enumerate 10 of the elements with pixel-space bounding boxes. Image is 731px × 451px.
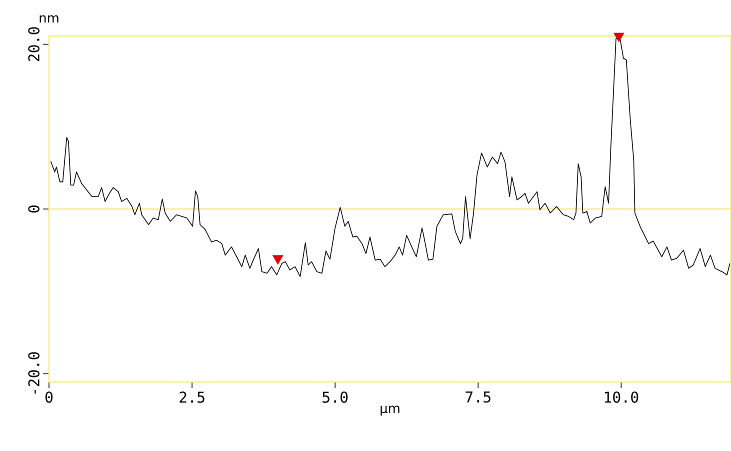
x-tick-label: 2.5 [180, 392, 204, 403]
x-tick-label: 0 [45, 392, 53, 403]
x-tick-label: 7.5 [466, 392, 490, 403]
x-tick-label: 10.0 [604, 392, 638, 403]
y-tick-label: -20.0 [28, 352, 40, 394]
x-axis-title: µm [380, 406, 400, 416]
y-tick-label: 20.0 [28, 27, 40, 62]
y-axis-title: nm [40, 15, 58, 22]
x-tick-label: 5.0 [322, 392, 348, 403]
y-tick-label: 0 [28, 205, 40, 213]
